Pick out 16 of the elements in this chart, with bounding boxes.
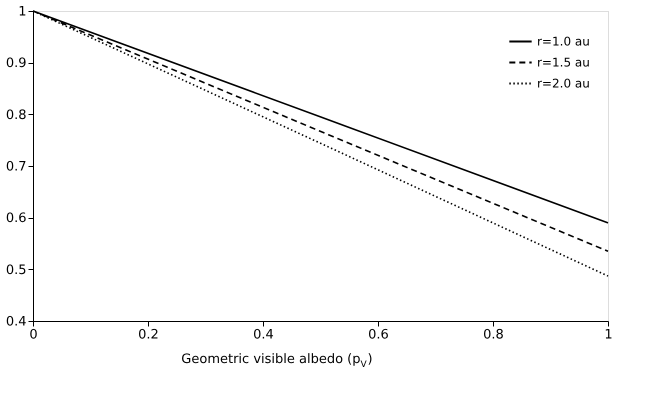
legend-label: r=2.0 au xyxy=(537,76,590,90)
y-tick-label: 0.7 xyxy=(6,160,26,174)
x-tick-label: 0.8 xyxy=(483,328,504,342)
x-tick-label: 0 xyxy=(29,328,38,342)
y-tick-label: 0.4 xyxy=(6,314,26,330)
x-tick-label: 0.2 xyxy=(138,328,159,342)
x-tick-label: 0.4 xyxy=(253,328,274,342)
y-tick-label: 0.6 xyxy=(6,211,26,226)
legend-label: r=1.0 au xyxy=(537,34,590,48)
y-tick-label: 0.5 xyxy=(6,262,26,278)
legend-label: r=1.5 au xyxy=(537,56,590,70)
y-tick-label: 0.8 xyxy=(6,108,26,123)
x-tick-label: 0.6 xyxy=(368,328,389,342)
y-tick-label: 0.9 xyxy=(6,56,26,72)
y-tick-label: 1 xyxy=(18,4,26,20)
x-tick-label: 1 xyxy=(604,328,613,342)
